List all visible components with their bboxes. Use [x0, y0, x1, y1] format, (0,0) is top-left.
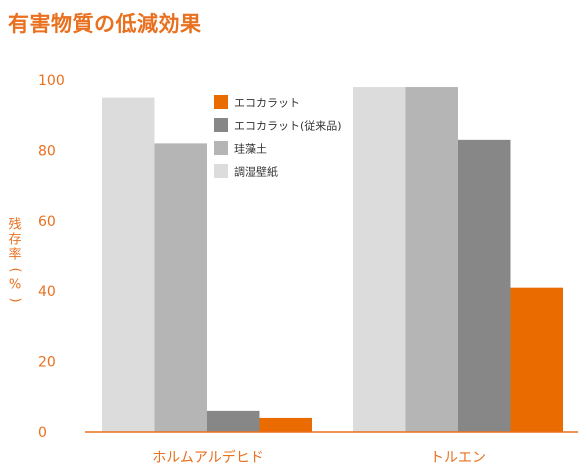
bar — [458, 139, 511, 432]
y-axis-label-char: 残 — [8, 218, 21, 233]
legend-swatch — [214, 118, 228, 132]
y-tick-label: 20 — [38, 355, 56, 371]
bar — [259, 417, 312, 432]
bar — [207, 410, 260, 432]
y-axis-label-char: ( — [8, 267, 23, 272]
y-tick-label: 40 — [38, 284, 56, 300]
legend-label: 調湿壁紙 — [234, 165, 278, 179]
legend-swatch — [214, 95, 228, 109]
x-axis-labels: ホルムアルデヒド トルエン — [152, 449, 486, 466]
y-tick-label: 100 — [38, 73, 65, 89]
legend-label: エコカラット(従来品) — [234, 120, 342, 133]
chart-title: 有害物質の低減効果 — [8, 12, 202, 36]
y-tick-label: 80 — [38, 143, 56, 159]
legend-label: エコカラット — [234, 97, 300, 110]
y-tick-label: 60 — [38, 214, 56, 230]
y-axis-ticks: 0 20 40 60 80 100 — [38, 73, 65, 441]
y-axis-label-char: % — [9, 278, 21, 293]
x-category-label: ホルムアルデヒド — [152, 449, 264, 466]
bar — [154, 143, 207, 433]
y-axis-label-char: ) — [8, 297, 23, 302]
bars — [102, 87, 563, 433]
y-axis-label-char: 存 — [8, 233, 21, 248]
legend-swatch — [214, 141, 228, 155]
y-axis-label: 残存率 (%) — [8, 218, 23, 303]
bar — [405, 87, 458, 432]
bar — [353, 87, 406, 432]
legend-label: 珪藻土 — [234, 142, 267, 156]
y-axis-label-char: 率 — [8, 247, 21, 263]
legend-swatch — [214, 164, 228, 178]
y-tick-label: 0 — [38, 425, 47, 441]
x-category-label: トルエン — [430, 450, 486, 466]
bar — [102, 97, 155, 432]
bar — [510, 287, 563, 432]
